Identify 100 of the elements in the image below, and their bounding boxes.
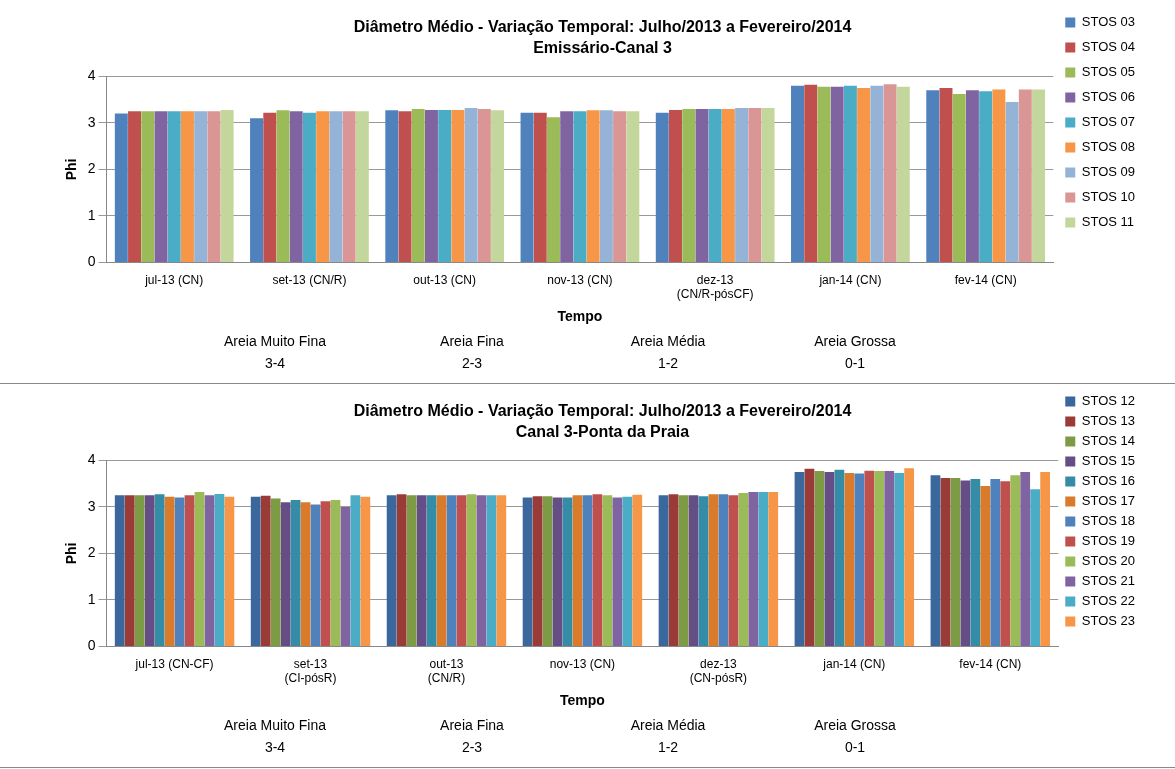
bar (532, 496, 543, 646)
bar (466, 494, 477, 646)
y-tick-label: 0 (87, 637, 96, 654)
bar (669, 109, 682, 262)
x-tick-label: jan-14 (CN) (822, 656, 886, 671)
bar (270, 498, 281, 646)
text: Areia Grossa (814, 333, 896, 349)
bar (263, 112, 277, 262)
bar (398, 111, 412, 262)
bar (552, 497, 563, 646)
bar (250, 496, 261, 646)
legend-label: STOS 09 (1081, 164, 1135, 180)
bar (300, 502, 311, 646)
bar (1020, 472, 1031, 646)
legend-label: STOS 07 (1081, 114, 1135, 130)
legend-label: STOS 03 (1081, 14, 1135, 30)
x-tick-label: nov-13 (CN) (547, 272, 613, 287)
bar (316, 111, 330, 262)
bar (804, 84, 818, 262)
bar (114, 495, 125, 646)
bar (360, 496, 371, 646)
x-tick-label: fev-14 (CN) (954, 272, 1017, 287)
bar (167, 111, 181, 262)
bar (992, 89, 1006, 262)
bar (830, 86, 844, 262)
bar (854, 473, 865, 646)
bar (814, 471, 825, 646)
bar (721, 108, 735, 262)
x-axis-title: Tempo (560, 692, 605, 709)
x-tick-label: out-13 (CN/R) (427, 656, 466, 686)
bar (542, 496, 553, 646)
bar (883, 84, 897, 262)
bar (424, 109, 438, 262)
bar (520, 112, 534, 262)
bar (940, 478, 951, 646)
bar (728, 495, 739, 646)
y-tick-label: 2 (87, 160, 96, 177)
bar (622, 496, 633, 646)
bar (668, 494, 679, 646)
bar (952, 94, 966, 262)
bar (844, 472, 855, 646)
legend-label: STOS 22 (1081, 593, 1135, 609)
bar (141, 111, 155, 262)
text: 0-1 (844, 355, 866, 371)
bar (250, 118, 264, 262)
bar (320, 501, 331, 646)
text: 2-3 (461, 355, 483, 371)
bar (310, 504, 321, 646)
bar (386, 495, 397, 646)
x-tick-label: dez-13 (CN/R-pósCF) (676, 272, 754, 302)
bar (870, 85, 884, 262)
bar (562, 497, 573, 646)
bar (708, 108, 722, 262)
bar (698, 496, 709, 646)
bar (794, 472, 805, 646)
chart-title: Diâmetro Médio - Variação Temporal: Julho/2013 a Fevereiro/2014 (353, 18, 852, 36)
bar (834, 469, 845, 646)
bar (678, 495, 689, 646)
bar (477, 108, 491, 262)
bar (824, 472, 835, 646)
bar (154, 494, 165, 646)
bar (207, 111, 221, 262)
legend-label: STOS 06 (1081, 89, 1135, 105)
bar (438, 109, 452, 262)
x-tick-label: set-13 (CN/R) (272, 272, 347, 287)
bar (289, 111, 303, 262)
text: Areia Média (630, 717, 706, 733)
bar (522, 497, 533, 646)
x-tick-label: fev-14 (CN) (959, 656, 1022, 671)
bar (491, 110, 505, 262)
bar (456, 495, 467, 646)
bar (385, 110, 399, 262)
bar (1030, 489, 1041, 646)
bar (602, 495, 613, 646)
y-tick-label: 4 (87, 451, 96, 468)
chart-subtitle: Emissário-Canal 3 (533, 39, 672, 57)
y-tick-label: 4 (87, 67, 96, 84)
bar (134, 495, 145, 646)
bar (411, 108, 425, 262)
bar (194, 492, 205, 646)
bar (290, 499, 301, 646)
text: Areia Muito Fina (224, 333, 326, 349)
bar (857, 88, 871, 262)
text: Areia Grossa (814, 717, 896, 733)
text: 3-4 (264, 355, 286, 371)
bar (768, 492, 779, 646)
text: Areia Muito Fina (224, 717, 326, 733)
bar (342, 111, 356, 262)
bar (340, 506, 351, 646)
bar (560, 111, 574, 262)
text: 0-1 (844, 739, 866, 755)
legend-label: STOS 16 (1081, 473, 1135, 489)
legend-label: STOS 23 (1081, 613, 1135, 629)
bar (748, 108, 762, 262)
bar (843, 85, 857, 262)
bar (426, 495, 437, 646)
bar (979, 91, 993, 262)
x-axis-title: Tempo (557, 308, 603, 325)
bar (260, 495, 271, 646)
bar (738, 492, 749, 646)
